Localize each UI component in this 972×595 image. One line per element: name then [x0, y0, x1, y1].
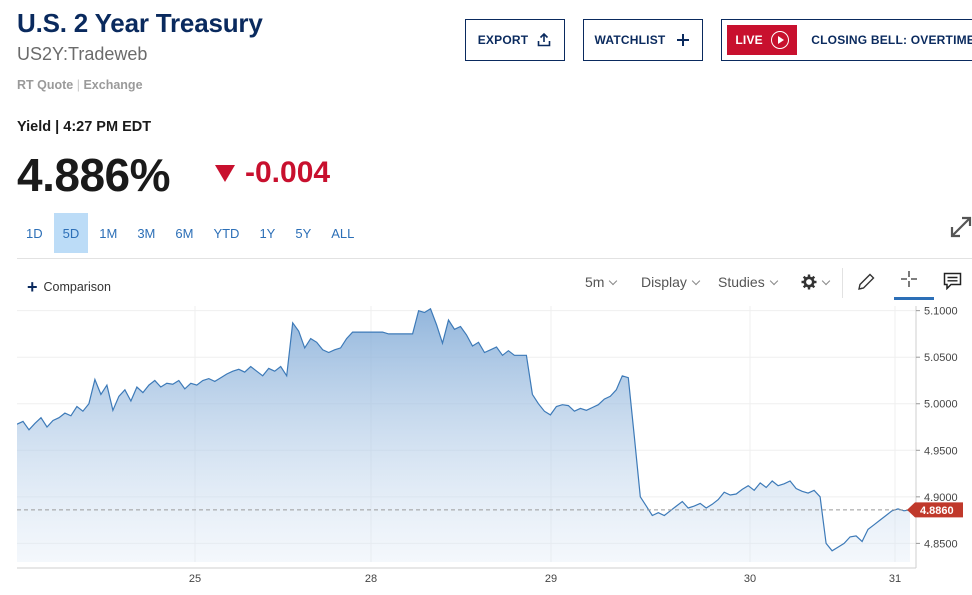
expand-icon[interactable]	[950, 214, 972, 238]
live-badge: LIVE	[727, 25, 798, 55]
y-tick-label: 4.9000	[924, 492, 958, 504]
series-area	[17, 308, 910, 562]
closing-bell-label: CLOSING BELL: OVERTIME	[811, 33, 972, 47]
y-tick-label: 4.8500	[924, 538, 958, 550]
series-line	[16, 307, 911, 552]
comment-icon[interactable]	[943, 272, 962, 290]
y-tick-label: 4.9500	[924, 445, 958, 457]
range-3m[interactable]: 3M	[137, 225, 156, 241]
chevron-down-icon	[821, 276, 831, 285]
x-tick-label: 30	[744, 573, 756, 585]
yield-label: Yield	[17, 119, 52, 135]
range-5d[interactable]: 5D	[53, 213, 89, 253]
settings-dropdown[interactable]	[801, 274, 831, 290]
time-range-selector: 1D 5D 1M 3M 6M YTD 1Y 5Y ALL	[17, 213, 365, 253]
watchlist-label: WATCHLIST	[594, 33, 666, 47]
page-title: U.S. 2 Year Treasury	[17, 8, 263, 38]
current-value-label: 4.8860	[920, 505, 954, 517]
export-button[interactable]: EXPORT	[465, 19, 565, 61]
quote-separator: |	[76, 78, 80, 92]
toolbar-separator	[842, 268, 843, 298]
studies-label: Studies	[718, 274, 765, 290]
last-price: 4.886%	[17, 149, 171, 201]
quote-source-label: Exchange	[83, 78, 143, 92]
y-tick-label: 5.1000	[924, 306, 958, 318]
crosshair-icon[interactable]	[900, 270, 918, 288]
price-chart[interactable]: 5.1000 5.0500 5.0000 4.9500 4.9000 4.8500 25 28…	[16, 306, 972, 590]
change-value: -0.004	[245, 156, 331, 189]
studies-dropdown[interactable]: Studies	[718, 274, 778, 290]
y-tick-label: 5.0000	[924, 399, 958, 411]
range-1m[interactable]: 1M	[99, 225, 118, 241]
quote-time-line: Yield | 4:27 PM EDT	[17, 119, 152, 135]
chevron-down-icon	[691, 276, 701, 285]
range-1d[interactable]: 1D	[26, 225, 43, 241]
range-1y[interactable]: 1Y	[259, 225, 276, 241]
range-6m[interactable]: 6M	[175, 225, 194, 241]
chart-svg: 5.1000 5.0500 5.0000 4.9500 4.9000 4.8500 25 28…	[16, 306, 963, 585]
y-tick-label: 5.0500	[924, 352, 958, 364]
range-all[interactable]: ALL	[331, 225, 355, 241]
export-icon	[537, 32, 551, 47]
x-tick-label: 25	[189, 573, 201, 585]
live-label: LIVE	[735, 33, 763, 47]
gear-icon	[801, 274, 817, 290]
plus-icon	[677, 34, 690, 46]
quote-source: RT Quote | Exchange	[17, 78, 143, 92]
interval-dropdown[interactable]: 5m	[585, 274, 618, 290]
play-icon	[770, 31, 789, 49]
current-value-badge	[907, 502, 963, 518]
chevron-down-icon	[769, 276, 778, 285]
price-change: -0.004	[215, 156, 330, 190]
export-label: EXPORT	[477, 33, 529, 47]
pencil-icon[interactable]	[857, 272, 876, 291]
live-closing-bell-button[interactable]: LIVE CLOSING BELL: OVERTIME	[721, 19, 972, 61]
interval-label: 5m	[585, 274, 605, 290]
comparison-button[interactable]: + Comparison	[27, 278, 111, 296]
comparison-label: Comparison	[43, 280, 111, 294]
quote-time: 4:27 PM EDT	[63, 119, 152, 135]
display-label: Display	[641, 274, 687, 290]
symbol-label: US2Y:Tradeweb	[17, 44, 148, 64]
quote-type-label: RT Quote	[17, 78, 74, 92]
range-ytd[interactable]: YTD	[213, 225, 240, 241]
x-tick-label: 29	[545, 573, 557, 585]
chevron-down-icon	[609, 276, 618, 285]
down-arrow-icon	[215, 164, 235, 182]
watchlist-button[interactable]: WATCHLIST	[583, 19, 703, 61]
x-tick-label: 31	[889, 573, 901, 585]
toolbar-divider	[17, 258, 972, 259]
x-tick-label: 28	[365, 573, 377, 585]
display-dropdown[interactable]: Display	[641, 274, 701, 290]
range-5y[interactable]: 5Y	[295, 225, 312, 241]
crosshair-active-indicator	[894, 297, 934, 300]
plus-icon: +	[27, 277, 38, 297]
